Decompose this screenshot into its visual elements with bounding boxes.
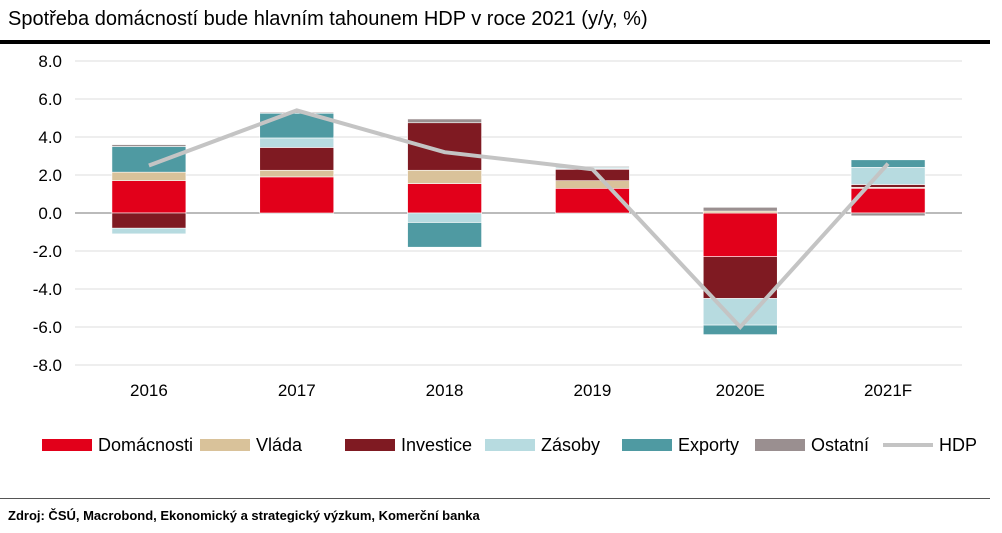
y-tick-label: -4.0 (33, 280, 62, 299)
bar-investice-2016 (111, 212, 187, 229)
bar-zásoby-2018 (407, 212, 482, 223)
bar-zásoby-2017 (259, 137, 335, 148)
y-tick-label: 0.0 (38, 204, 62, 223)
legend-swatch-vláda (200, 439, 250, 451)
legend: Domácnosti Vláda Investice Zásoby Exporty Ost… (42, 435, 977, 455)
bar-investice-2020e (702, 256, 778, 299)
bar-domácnosti-2016 (111, 180, 187, 214)
x-tick-label: 2020E (716, 381, 765, 400)
x-tick-label: 2019 (574, 381, 612, 400)
bar-vláda-2016 (111, 171, 187, 181)
legend-label-ostatní: Ostatní (811, 435, 869, 455)
hdp-line (148, 108, 890, 330)
bar-zásoby-2020e (702, 298, 778, 326)
legend-swatch-investice (345, 439, 395, 451)
legend-label-zásoby: Zásoby (541, 435, 600, 455)
bar-domácnosti-2018 (407, 183, 482, 214)
title-rule (0, 40, 990, 44)
legend-swatch-zásoby (485, 439, 535, 451)
bar-exporty-2018 (407, 222, 482, 248)
legend-label-hdp: HDP (939, 435, 977, 455)
bar-domácnosti-2020e (702, 212, 778, 258)
legend-swatch-ostatní (755, 439, 805, 451)
grid-lines (75, 60, 962, 366)
bar-ostatní-2016 (111, 144, 187, 147)
bar-vláda-2019 (555, 180, 630, 189)
hdp-line-group (148, 108, 890, 330)
legend-label-vláda: Vláda (256, 435, 303, 455)
bar-ostatní-2020e (702, 207, 778, 212)
y-tick-label: 6.0 (38, 90, 62, 109)
bar-investice-2021f (850, 184, 926, 188)
y-tick-label: -8.0 (33, 356, 62, 375)
x-tick-label: 2017 (278, 381, 316, 400)
y-tick-label: 4.0 (38, 128, 62, 147)
source-note: Zdroj: ČSÚ, Macrobond, Ekonomický a stra… (8, 508, 480, 523)
bar-zásoby-2021f (850, 167, 926, 185)
legend-swatch-exporty (622, 439, 672, 451)
x-axis: 2016 2017 2018 2019 2020E 2021F (130, 381, 912, 400)
bar-ostatní-2021f (850, 212, 926, 217)
x-tick-label: 2021F (864, 381, 912, 400)
legend-label-investice: Investice (401, 435, 472, 455)
bar-domácnosti-2019 (555, 188, 630, 214)
y-axis: 8.0 6.0 4.0 2.0 0.0 -2.0 -4.0 -6.0 -8.0 (33, 52, 62, 375)
legend-swatch-domácnosti (42, 439, 92, 451)
chart-title: Spotřeba domácností bude hlavním tahoune… (8, 8, 648, 30)
bars (111, 112, 926, 335)
bar-ostatní-2018 (407, 118, 482, 124)
bar-vláda-2018 (407, 169, 482, 184)
y-tick-label: -2.0 (33, 242, 62, 261)
legend-label-exporty: Exporty (678, 435, 739, 455)
source-rule (0, 498, 990, 499)
bar-domácnosti-2017 (259, 176, 335, 214)
bar-investice-2017 (259, 147, 335, 171)
bar-zásoby-2016 (111, 227, 187, 235)
y-tick-label: 2.0 (38, 166, 62, 185)
x-tick-label: 2016 (130, 381, 168, 400)
bar-vláda-2017 (259, 169, 335, 178)
x-tick-label: 2018 (426, 381, 464, 400)
bar-exporty-2016 (111, 146, 187, 173)
legend-label-domácnosti: Domácnosti (98, 435, 193, 455)
y-tick-label: -6.0 (33, 318, 62, 337)
y-tick-label: 8.0 (38, 52, 62, 71)
